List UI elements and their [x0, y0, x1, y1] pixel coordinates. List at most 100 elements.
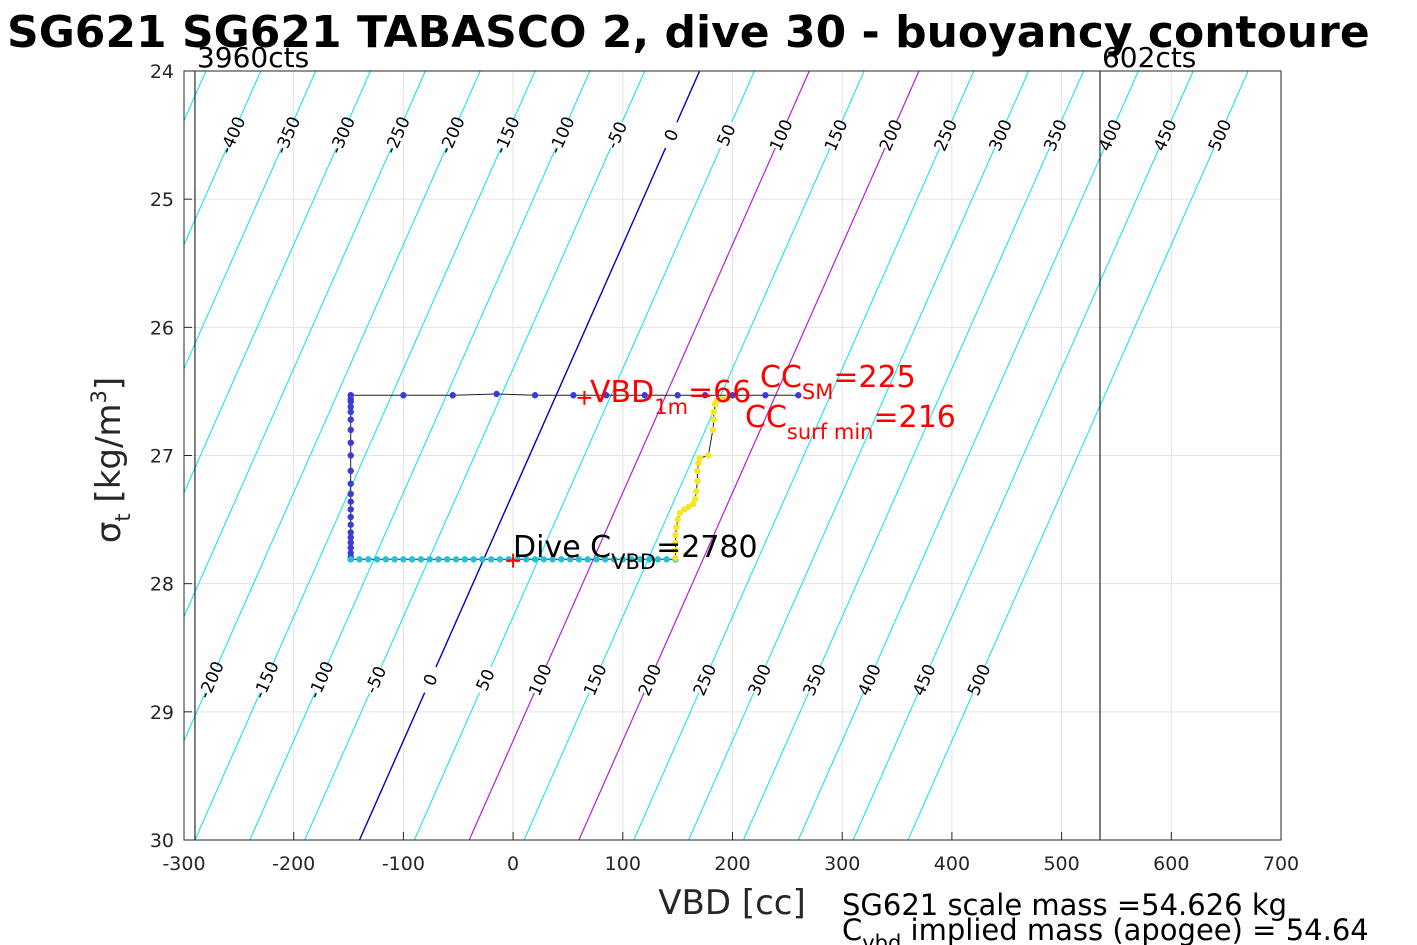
- x-tick-label: -200: [272, 853, 315, 875]
- trajectory-point-bottom-pump: [645, 556, 653, 563]
- trajectory-point-bottom-pump: [487, 556, 495, 563]
- trajectory-point-bottom-pump: [628, 556, 635, 563]
- trajectory-point-surface: [570, 392, 577, 399]
- trajectory-point-bottom-pump: [435, 556, 442, 563]
- trajectory-point-surface: [729, 392, 736, 399]
- dive-trajectory: [347, 390, 802, 563]
- annotation-cc-sm: CCSM=225: [760, 360, 916, 404]
- trajectory-point-climb: [710, 408, 718, 416]
- contour-label-bg: [712, 118, 740, 152]
- trajectory-point-dive-descent: [347, 529, 354, 536]
- trajectory-point-bottom-pump: [408, 556, 416, 563]
- trajectory-point-dive-descent: [347, 539, 354, 546]
- trajectory-point-bottom-pump: [593, 556, 600, 563]
- trajectory-point-climb: [672, 547, 679, 554]
- y-axis-label-sup: 3: [87, 390, 111, 403]
- contour-label-bg: [1205, 118, 1234, 152]
- contour-label-bg: [1041, 118, 1070, 152]
- vbd-limit-lines: 3960cts 602cts: [194, 41, 1196, 840]
- trajectory-point-dive-descent: [347, 452, 354, 459]
- y-tick-label: 30: [150, 830, 174, 852]
- trajectory-point-climb: [689, 501, 697, 508]
- trajectory-point-climb: [709, 426, 716, 434]
- x-tick-label: 700: [1263, 853, 1299, 875]
- x-tick-label: 400: [934, 853, 970, 875]
- trajectory-point-climb: [673, 524, 680, 531]
- trajectory-point-climb: [692, 495, 699, 503]
- trajectory-point-surface: [347, 392, 354, 399]
- annotation-cc-surf-min: CCsurf min=216: [745, 400, 956, 444]
- trajectory-point-bottom-pump: [365, 556, 372, 563]
- contour-line: [633, 71, 975, 840]
- annotation-cc-sm-main: CC: [760, 360, 802, 395]
- trajectory-point-dive-descent: [347, 513, 354, 521]
- red-markers: [506, 390, 592, 568]
- y-tick-label: 25: [150, 189, 174, 211]
- contour-label-bg: [437, 118, 466, 152]
- trajectory-point-climb: [672, 531, 679, 539]
- trajectory-point-bottom-pump: [496, 556, 504, 563]
- contour-line: [184, 71, 262, 246]
- annotation-vbd-1m: VBD1m=66: [590, 375, 751, 419]
- annotation-vbd-1m-sub: 1m: [654, 395, 688, 419]
- trajectory-point-bottom-pump: [663, 556, 670, 563]
- contour-label-bg: [931, 118, 960, 152]
- y-axis-label-close: ]: [89, 377, 129, 390]
- contour-line: [907, 71, 1249, 840]
- annotation-cc-surf-min-main: CC: [745, 400, 787, 435]
- contour-label-bg: [767, 118, 795, 152]
- contour-line: [194, 71, 536, 840]
- trajectory-point-bottom-pump: [566, 556, 574, 563]
- trajectory-point-dive-descent: [347, 439, 354, 446]
- trajectory-point-surface: [795, 392, 802, 399]
- contour-line: [578, 71, 920, 840]
- contour-label-bg: [526, 663, 554, 697]
- y-tick-label: 26: [150, 317, 174, 339]
- annotation-cc-surf-min-sub: surf min: [787, 420, 874, 444]
- trajectory-point-dive-descent: [347, 506, 354, 513]
- annotation-vbd-1m-main: VBD: [590, 375, 654, 410]
- trajectory-point-bottom-pump: [531, 556, 539, 563]
- trajectory-point-bottom-pump: [610, 556, 618, 563]
- trajectory-point-bottom-pump: [619, 556, 626, 563]
- contour-line: [184, 71, 371, 494]
- annotation-dive-c-vbd: Dive CVBD=2780: [513, 530, 758, 574]
- y-tick-label: 29: [150, 702, 174, 724]
- annotation-cc-sm-value: =225: [833, 360, 915, 395]
- trajectory-point-dive-descent: [347, 534, 354, 541]
- trajectory-point-climb: [672, 539, 679, 546]
- contour-line: [688, 71, 1030, 840]
- trajectory-point-bottom-pump: [602, 556, 609, 563]
- trajectory-point-surface: [674, 392, 681, 399]
- contour-label-bg: [218, 118, 247, 152]
- x-tick-label: -300: [162, 853, 205, 875]
- trajectory-point-bottom-pump: [523, 556, 530, 563]
- contour-label-bg: [1096, 118, 1124, 152]
- contour-label-bg: [471, 663, 500, 697]
- trajectory-point-bottom-pump: [356, 556, 363, 563]
- trajectory-point-dive-descent: [347, 467, 354, 475]
- trajectory-point-bottom-pump: [426, 556, 433, 563]
- trajectory-point-bottom-pump: [558, 556, 565, 563]
- y-axis-label-units: [kg/m: [89, 403, 129, 513]
- annotation-dive-c-vbd-value: =2780: [656, 530, 757, 565]
- trajectory-point-bottom-pump: [584, 556, 591, 563]
- trajectory-point-bottom-pump: [382, 556, 390, 563]
- trajectory-point-dive-descent: [347, 480, 354, 487]
- contour-label-bg: [876, 118, 905, 152]
- trajectory-point-dive-descent: [347, 521, 354, 528]
- footer-scale-mass: SG621 scale mass =54.626 kg: [842, 888, 1287, 922]
- trajectory-point-dive-descent: [347, 398, 354, 405]
- annotation-dive-c-vbd-sub: VBD: [611, 550, 656, 574]
- trajectory-point-bottom-pump: [549, 556, 556, 563]
- contour-helper: [0, 71, 96, 840]
- vbd-limit-label: 602cts: [1102, 41, 1196, 74]
- contour-label-bg: [910, 663, 938, 697]
- trajectory-point-dive-descent: [347, 498, 354, 505]
- contour-label-bg: [602, 118, 631, 152]
- x-tick-label: 500: [1043, 853, 1079, 875]
- y-axis-label-sub: t: [111, 513, 135, 521]
- contour-line: [0, 71, 96, 840]
- trajectory-point-climb: [693, 488, 700, 495]
- y-axis-label-sigma: σ: [89, 522, 129, 544]
